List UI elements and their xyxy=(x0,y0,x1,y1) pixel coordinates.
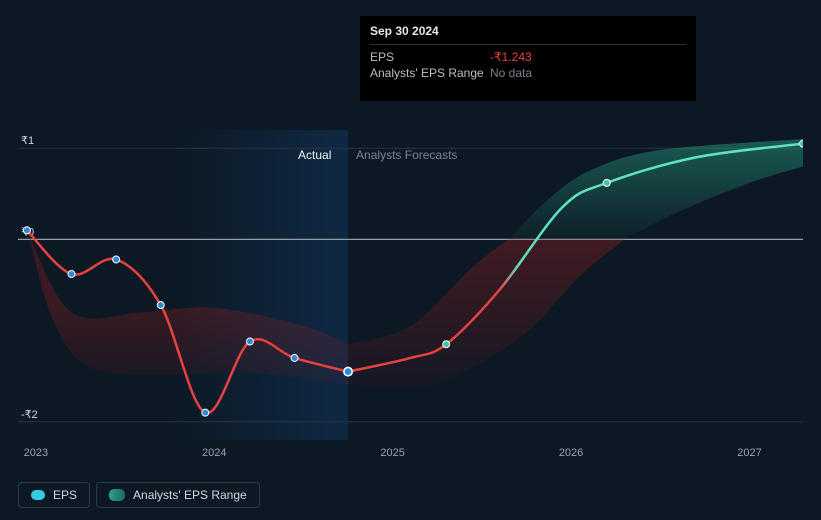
tooltip-row-value: No data xyxy=(490,66,532,80)
tooltip-row-label: Analysts' EPS Range xyxy=(370,66,490,80)
svg-text:₹1: ₹1 xyxy=(21,135,34,147)
svg-text:2027: 2027 xyxy=(737,447,761,459)
legend-label: EPS xyxy=(53,488,77,502)
chart-legend: EPS Analysts' EPS Range xyxy=(18,482,260,508)
svg-text:2024: 2024 xyxy=(202,447,226,459)
section-label-actual: Actual xyxy=(298,148,331,162)
tooltip-row-label: EPS xyxy=(370,50,490,64)
legend-swatch-range xyxy=(109,489,125,501)
chart-tooltip: Sep 30 2024 EPS-₹1.243Analysts' EPS Rang… xyxy=(360,16,696,101)
legend-swatch-eps xyxy=(31,490,45,500)
tooltip-row: EPS-₹1.243 xyxy=(370,49,686,65)
tooltip-date: Sep 30 2024 xyxy=(370,24,686,45)
legend-item-range[interactable]: Analysts' EPS Range xyxy=(96,482,260,508)
tooltip-row: Analysts' EPS RangeNo data xyxy=(370,65,686,81)
svg-text:2026: 2026 xyxy=(559,447,583,459)
legend-item-eps[interactable]: EPS xyxy=(18,482,90,508)
section-label-forecast: Analysts Forecasts xyxy=(356,148,457,162)
svg-text:2025: 2025 xyxy=(380,447,404,459)
legend-label: Analysts' EPS Range xyxy=(133,488,247,502)
tooltip-row-value: -₹1.243 xyxy=(490,50,532,64)
svg-text:-₹2: -₹2 xyxy=(21,409,38,421)
svg-text:2023: 2023 xyxy=(24,447,48,459)
